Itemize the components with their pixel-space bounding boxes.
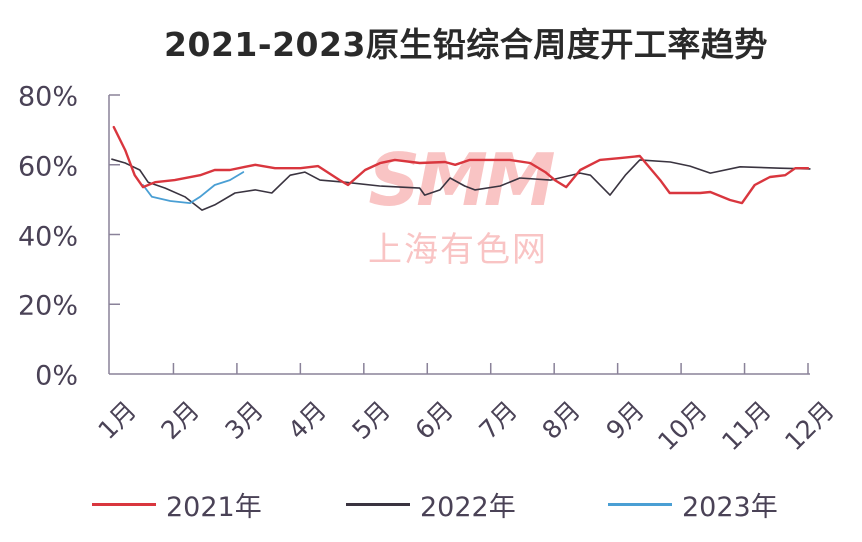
axes [108,94,810,375]
legend-label-2023: 2023年 [682,492,778,523]
chart-title: 2021-2023原生铅综合周度开工率趋势 [164,25,768,64]
y-tick-label: 40% [17,221,78,252]
watermark-text: 上海有色网 [368,230,548,270]
legend-item-2021[interactable]: 2021年 [92,485,262,524]
legend-swatch-2022 [346,503,410,506]
watermark-logo: SMM [368,138,555,222]
y-tick-label: 0% [35,360,78,392]
legend-swatch-2021 [92,503,156,506]
legend-item-2023[interactable]: 2023年 [608,485,778,524]
legend-item-2022[interactable]: 2022年 [346,485,516,524]
series-line-2023年 [142,171,245,205]
y-tick-label: 20% [17,290,78,322]
legend-label-2022: 2022年 [420,492,516,523]
series-line-2021年 [112,125,810,205]
legend-label-2021: 2021年 [166,492,262,523]
series-lines [111,125,811,211]
legend: 2021年 2022年 2023年 [0,485,862,524]
y-tick-label: 80% [17,81,78,113]
y-tick-label: 60% [17,151,78,183]
legend-swatch-2023 [608,503,672,506]
